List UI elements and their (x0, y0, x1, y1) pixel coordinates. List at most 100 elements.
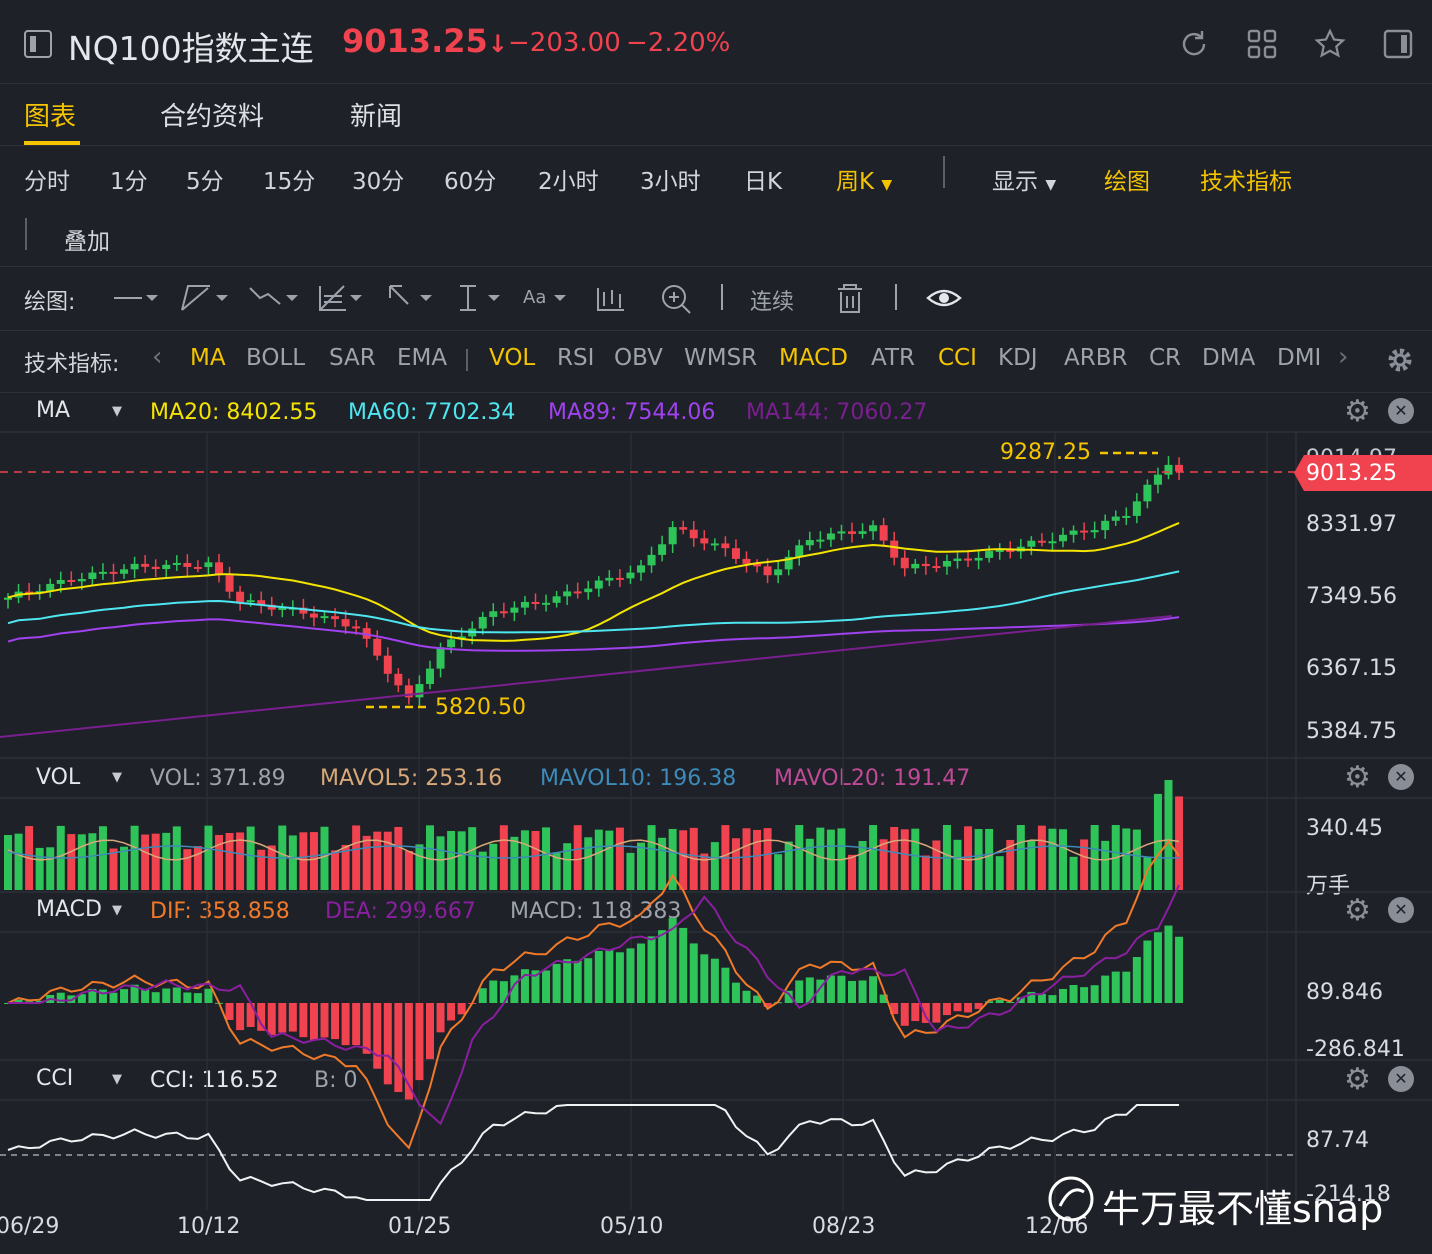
indicator-kdj[interactable]: KDJ (998, 345, 1038, 371)
period-timeshare[interactable]: 分时 (24, 169, 70, 195)
tech-indicator-button[interactable]: 技术指标 (1200, 169, 1292, 195)
period-daily[interactable]: 日K (744, 169, 783, 195)
gear-icon[interactable]: ⚙ (1344, 1062, 1371, 1097)
indicator-cci[interactable]: CCI (938, 345, 977, 371)
sidebar-toggle-icon[interactable] (24, 30, 52, 58)
caret-down-icon[interactable]: ▼ (112, 770, 122, 785)
star-icon[interactable] (1314, 28, 1346, 60)
candle (584, 588, 593, 593)
candle (1132, 501, 1141, 516)
indicator-cr[interactable]: CR (1149, 345, 1182, 371)
pane-macd-name[interactable]: MACD (36, 897, 102, 922)
ma-axis-label: 8331.97 (1306, 512, 1397, 537)
period-3h[interactable]: 3小时 (640, 169, 701, 195)
close-icon[interactable]: ✕ (1388, 897, 1414, 923)
volume-bar (573, 825, 582, 890)
indicator-dma[interactable]: DMA (1202, 345, 1256, 371)
arrow-tool-icon (389, 285, 409, 305)
chevron-left-icon[interactable]: ‹ (152, 342, 163, 372)
indicator-boll[interactable]: BOLL (246, 345, 306, 371)
period-5m[interactable]: 5分 (186, 169, 224, 195)
display-menu[interactable]: 显示 ▼ (992, 169, 1057, 195)
gear-icon[interactable]: ⚙ (1344, 893, 1371, 928)
volume-bar (520, 830, 529, 890)
indicator-arbr[interactable]: ARBR (1064, 345, 1128, 371)
macd-bar (573, 960, 582, 1003)
macd-bar (98, 989, 107, 1003)
volume-bar (14, 833, 23, 890)
volume-bar (204, 825, 213, 890)
macd-bar (964, 1003, 973, 1013)
candle (1037, 540, 1046, 543)
gear-icon[interactable] (1384, 344, 1416, 376)
tab-chart[interactable]: 图表 (24, 102, 77, 132)
candle (753, 563, 762, 567)
macd-bar (288, 1003, 297, 1032)
volume-bar (1143, 857, 1152, 890)
volume-bar (1069, 856, 1078, 890)
candle (215, 562, 223, 576)
close-icon[interactable]: ✕ (1388, 398, 1414, 424)
tab-contract-info[interactable]: 合约资料 (160, 102, 265, 132)
chevron-right-icon[interactable]: › (1338, 342, 1349, 372)
period-30m[interactable]: 30分 (352, 169, 405, 195)
indicator-atr[interactable]: ATR (871, 345, 915, 371)
indicator-vol[interactable]: VOL (489, 345, 536, 371)
candle (637, 565, 645, 573)
volume-bar (890, 826, 899, 890)
indicator-sar[interactable]: SAR (329, 345, 376, 371)
panel-icon[interactable] (1382, 28, 1414, 60)
caret-down-icon[interactable]: ▼ (112, 1072, 122, 1087)
volume-bar (267, 845, 276, 890)
indicator-wmsr[interactable]: WMSR (684, 345, 758, 371)
tab-news[interactable]: 新闻 (350, 102, 403, 132)
refresh-icon[interactable] (1178, 28, 1210, 60)
indicator-rsi[interactable]: RSI (557, 345, 595, 371)
period-15m[interactable]: 15分 (263, 169, 316, 195)
chart-canvas[interactable] (0, 392, 1432, 1254)
period-60m[interactable]: 60分 (444, 169, 497, 195)
fib-icon (319, 285, 346, 311)
overlay-button[interactable]: 叠加 (64, 229, 110, 255)
caret-down-icon: ▼ (881, 177, 893, 193)
pane-vol-name[interactable]: VOL (36, 765, 81, 790)
draw-button[interactable]: 绘图 (1104, 169, 1150, 195)
indicator-macd[interactable]: MACD (779, 345, 848, 371)
macd-bar (742, 990, 751, 1003)
pane-ma-name[interactable]: MA (36, 398, 71, 423)
ma-legend-value: MA20: 8402.55 (150, 400, 318, 425)
pane-cci-name[interactable]: CCI (36, 1066, 74, 1091)
volume-bar (1132, 829, 1141, 890)
volume-bar (753, 829, 762, 890)
volume-bar (67, 834, 76, 890)
volume-bar (151, 833, 160, 890)
period-2h[interactable]: 2小时 (538, 169, 599, 195)
candle (257, 600, 266, 605)
indicator-obv[interactable]: OBV (614, 345, 663, 371)
caret-down-icon[interactable]: ▼ (112, 903, 122, 918)
macd-bar (1090, 985, 1099, 1003)
close-icon[interactable]: ✕ (1388, 1066, 1414, 1092)
grid-icon[interactable] (1246, 28, 1278, 60)
indicator-ema[interactable]: EMA (397, 345, 448, 371)
indicator-dmi[interactable]: DMI (1277, 345, 1321, 371)
volume-bar (1101, 840, 1110, 890)
macd-bar (267, 1003, 276, 1035)
volume-bar (1175, 796, 1184, 890)
caret-down-icon[interactable]: ▼ (112, 404, 122, 419)
close-icon[interactable]: ✕ (1388, 764, 1414, 790)
period-weekly[interactable]: 周K ▼ (836, 169, 893, 195)
volume-bar (1037, 825, 1046, 890)
volume-bar (784, 841, 793, 890)
period-1m[interactable]: 1分 (110, 169, 148, 195)
candle (848, 531, 856, 534)
indicator-ma[interactable]: MA (190, 345, 226, 371)
trash-icon (838, 284, 862, 313)
x-date: 05/10 (600, 1214, 664, 1239)
candle (742, 558, 751, 564)
text-tool[interactable]: Aa (523, 287, 547, 308)
macd-bar (658, 930, 667, 1003)
continuous-toggle[interactable]: 连续 (750, 290, 795, 315)
gear-icon[interactable]: ⚙ (1344, 394, 1371, 429)
gear-icon[interactable]: ⚙ (1344, 760, 1371, 795)
